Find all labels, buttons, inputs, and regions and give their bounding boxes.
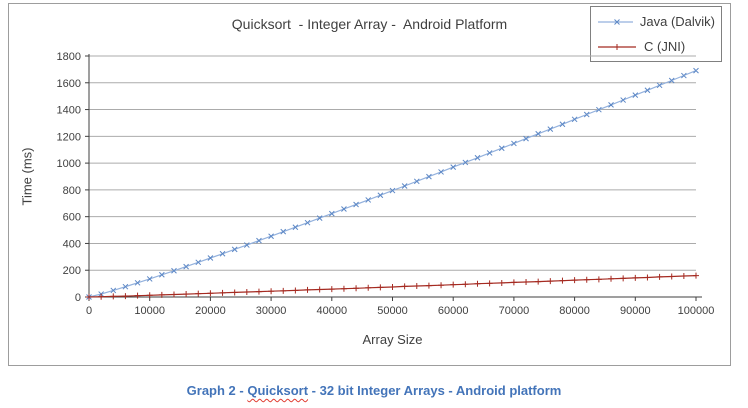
x-tick-label: 10000: [134, 305, 165, 317]
y-tick-label: 1400: [57, 105, 81, 117]
legend-label-java: Java (Dalvik): [639, 14, 715, 29]
caption-misspelled-word: Quicksort: [247, 383, 309, 398]
x-tick-label: 30000: [256, 305, 287, 317]
caption-prefix: Graph 2 -: [186, 383, 248, 398]
y-tick-label: 200: [63, 265, 81, 277]
y-tick-label: 400: [63, 238, 81, 250]
legend-label-c: C (JNI): [644, 39, 686, 54]
x-tick-label: 80000: [559, 305, 590, 317]
x-tick-label: 50000: [377, 305, 408, 317]
chart-object[interactable]: Quicksort - Integer Array - Android Plat…: [8, 3, 731, 366]
y-tick-label: 600: [63, 212, 81, 224]
x-tick-label: 90000: [620, 305, 651, 317]
legend-item-c: C (JNI): [597, 37, 715, 56]
legend-item-java: Java (Dalvik): [597, 12, 715, 31]
x-tick-label: 40000: [317, 305, 348, 317]
y-tick-label: 1000: [57, 158, 81, 170]
y-tick-label: 0: [75, 292, 81, 304]
y-tick-label: 800: [63, 185, 81, 197]
x-tick-label: 70000: [499, 305, 530, 317]
caption-suffix: - 32 bit Integer Arrays - Android platfo…: [308, 383, 562, 398]
y-tick-label: 1800: [57, 51, 81, 63]
java-series-sample-icon: [598, 18, 633, 25]
chart-title: Quicksort - Integer Array - Android Plat…: [231, 16, 508, 32]
y-tick-label: 1600: [57, 78, 81, 90]
legend: Java (Dalvik) C (JNI): [590, 6, 722, 62]
plot-area: 0 200 400 600 800 1000 1200 1400 1600 1800 0 10000 2…: [57, 51, 715, 317]
x-tick-label: 100000: [678, 305, 715, 317]
series-c-jni-markers: [86, 272, 699, 300]
x-tick-label: 20000: [195, 305, 226, 317]
series-java-dalvik-line: [88, 70, 697, 298]
x-tick-label: 60000: [438, 305, 469, 317]
c-series-sample-icon: [598, 43, 636, 50]
chart-caption: Graph 2 - Quicksort - 32 bit Integer Arr…: [0, 383, 748, 398]
x-tick-label: 0: [86, 305, 92, 317]
series-java-dalvik-markers: [86, 67, 699, 300]
y-tick-label: 1200: [57, 131, 81, 143]
x-axis-title: Array Size: [362, 332, 423, 347]
